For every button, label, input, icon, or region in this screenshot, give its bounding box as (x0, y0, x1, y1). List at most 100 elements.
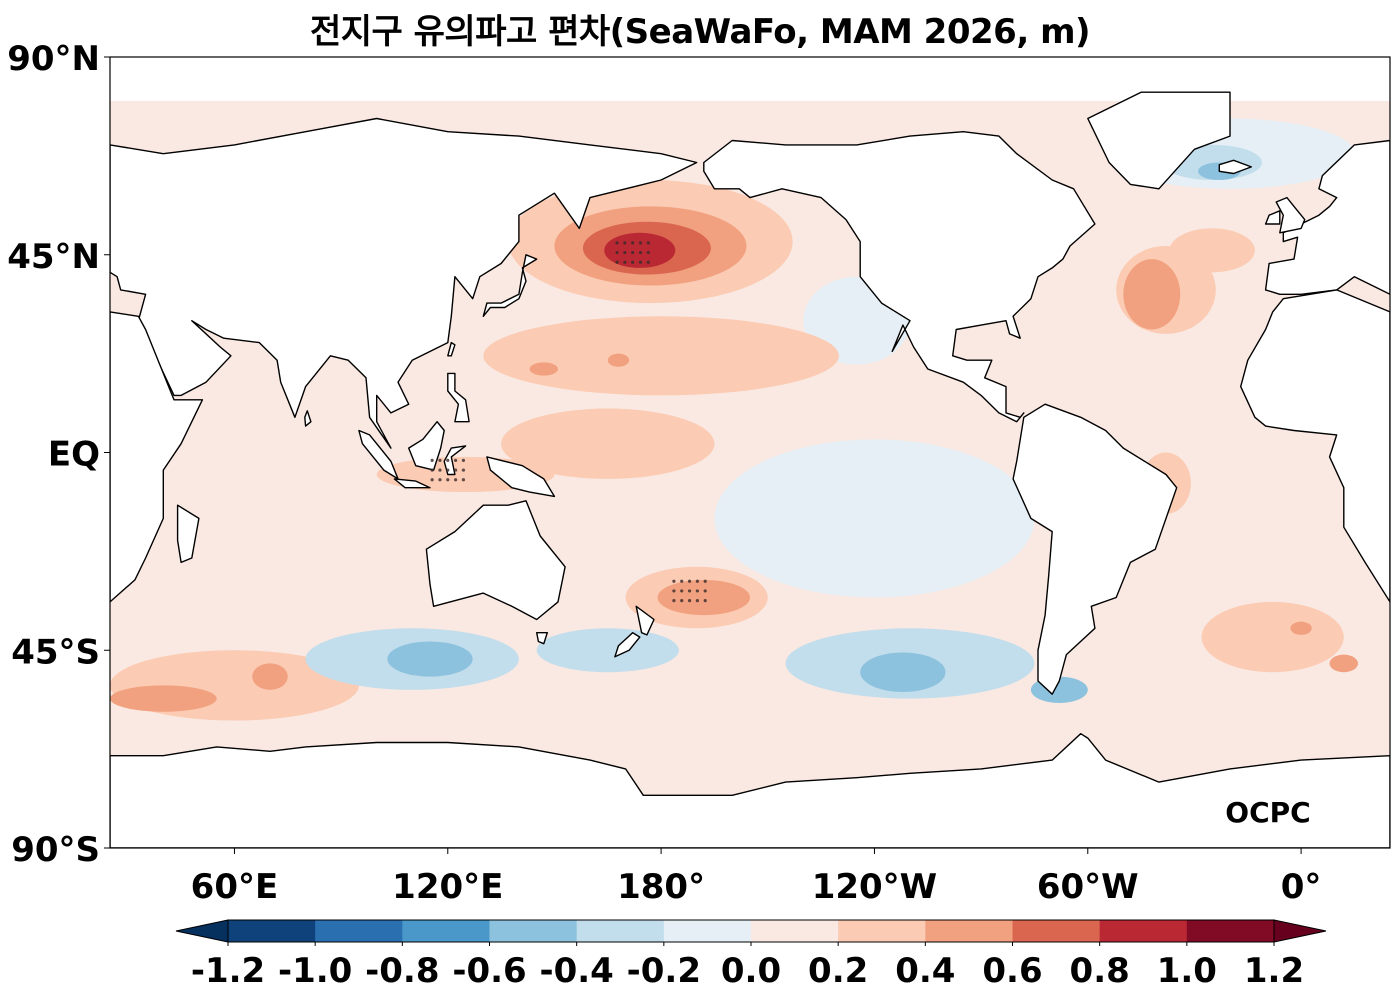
colorbar-extend-high (1273, 919, 1327, 943)
landmass-ireland (1264, 210, 1281, 225)
colorbar-extend-low (175, 919, 229, 943)
stipple-dot (680, 598, 684, 603)
stipple-dot (454, 458, 458, 463)
colorbar-label: -1.2 (191, 951, 265, 991)
colorbar-label: -0.8 (365, 951, 439, 991)
anomaly-region (252, 663, 288, 690)
anomaly-region (860, 652, 946, 692)
y-tick-label: 45°N (7, 237, 100, 277)
landmass-nz-north (635, 605, 655, 636)
landmass-north-america (703, 130, 1096, 423)
stipple-dot (672, 598, 676, 603)
colorbar-label: 0.0 (721, 951, 781, 991)
stipple-dot (446, 478, 450, 482)
stipple-dot (638, 260, 643, 264)
colorbar-segment (925, 920, 1013, 942)
map-plot-area (109, 56, 1391, 849)
anomaly-region (604, 232, 676, 268)
stipple-dot (703, 598, 707, 603)
stipple-dot (430, 468, 434, 472)
anomaly-region (1201, 601, 1344, 673)
stipple-dot (623, 241, 627, 245)
colorbar-segment (1186, 920, 1275, 942)
stipple-dot (446, 468, 450, 472)
x-tick-label: 180° (617, 867, 705, 907)
stipple-dot (454, 478, 458, 482)
anomaly-region (501, 408, 715, 479)
landmass-newguinea (486, 456, 556, 498)
chart-title: 전지구 유의파고 편차(SeaWaFo, MAM 2026, m) (309, 12, 1091, 52)
stipple-dot (695, 598, 699, 603)
colorbar: -1.2 -1.0 -0.8 -0.6 -0.4 -0.2 0.0 0.2 0.4 0.6 0.8 1… (175, 919, 1327, 991)
colorbar-segment (489, 920, 578, 942)
colorbar-segment (1099, 920, 1188, 942)
stipple-dot (615, 260, 619, 264)
anomaly-region (110, 685, 217, 712)
stipple-dot (680, 589, 684, 593)
stipple-dot (646, 241, 650, 245)
landmass-iceland (1218, 159, 1253, 175)
landmass-nz-south (614, 632, 641, 658)
stipple-dot (687, 589, 692, 593)
stipple-dot (461, 458, 466, 463)
anomaly-region (216, 373, 359, 444)
landmass-australia (425, 500, 566, 621)
x-tick-label: 0° (1281, 867, 1322, 907)
stipple-dot (454, 468, 458, 472)
stipple-dot (631, 260, 635, 264)
landmass-sulawesi (443, 445, 467, 476)
colorbar-label: 0.8 (1070, 951, 1130, 991)
y-tick-label: 90°N (7, 39, 100, 79)
stipple-dot (438, 478, 442, 482)
landmass-antarctica (110, 733, 1390, 848)
anomaly-region (1329, 654, 1359, 673)
colorbar-segment (576, 920, 665, 942)
anomaly-region (714, 439, 1035, 598)
landmass-sri-lanka (304, 410, 312, 427)
anomaly-region (607, 353, 630, 367)
colorbar-label: 0.2 (808, 951, 868, 991)
landmass-taiwan (447, 341, 456, 357)
landmass-uk (1275, 196, 1306, 234)
landmass-greenland (1087, 91, 1231, 190)
stipple-dot (646, 250, 650, 255)
y-tick-label: 90°S (11, 830, 100, 870)
anomaly-region (529, 362, 558, 376)
colorbar-label: 0.6 (982, 951, 1042, 991)
x-tick-label: 60°E (191, 867, 279, 907)
x-tick-label: 120°E (392, 867, 503, 907)
anomaly-region (1290, 621, 1312, 635)
landmass-java (393, 478, 431, 489)
landmass-africa (110, 311, 204, 603)
x-tick-label: 120°W (812, 867, 937, 907)
landmass-eurasia (110, 117, 698, 449)
stipple-dot (680, 579, 684, 583)
stipple-dot (631, 250, 635, 255)
colorbar-segment (402, 920, 490, 942)
colorbar-segment (663, 920, 752, 942)
stipple-dot (430, 458, 434, 463)
stipple-dot (703, 579, 707, 583)
colorbar-label: -1.0 (278, 951, 352, 991)
stipple-dot (623, 250, 627, 255)
x-axis: 60°E 120°E 180° 120°W 60°W 0° (191, 848, 1322, 907)
anomaly-region (387, 641, 473, 677)
anomaly-region (483, 316, 839, 396)
y-tick-label: EQ (48, 435, 100, 475)
stipple-dot (461, 478, 466, 482)
colorbar-segment (838, 920, 926, 942)
landmass-borneo (408, 421, 445, 471)
stipple-dot (461, 468, 466, 472)
stipple-dot (638, 241, 643, 245)
landmass-japan (482, 254, 538, 317)
stipple-dot (430, 478, 434, 482)
stipple-dot (623, 260, 627, 264)
anomaly-region (657, 579, 750, 616)
stipple-dot (646, 260, 650, 264)
landmass-philippines (447, 372, 470, 423)
colorbar-label: 1.2 (1244, 951, 1304, 991)
stipple-dot (438, 468, 442, 472)
stipple-dot (615, 241, 619, 245)
colorbar-label: -0.6 (452, 951, 526, 991)
